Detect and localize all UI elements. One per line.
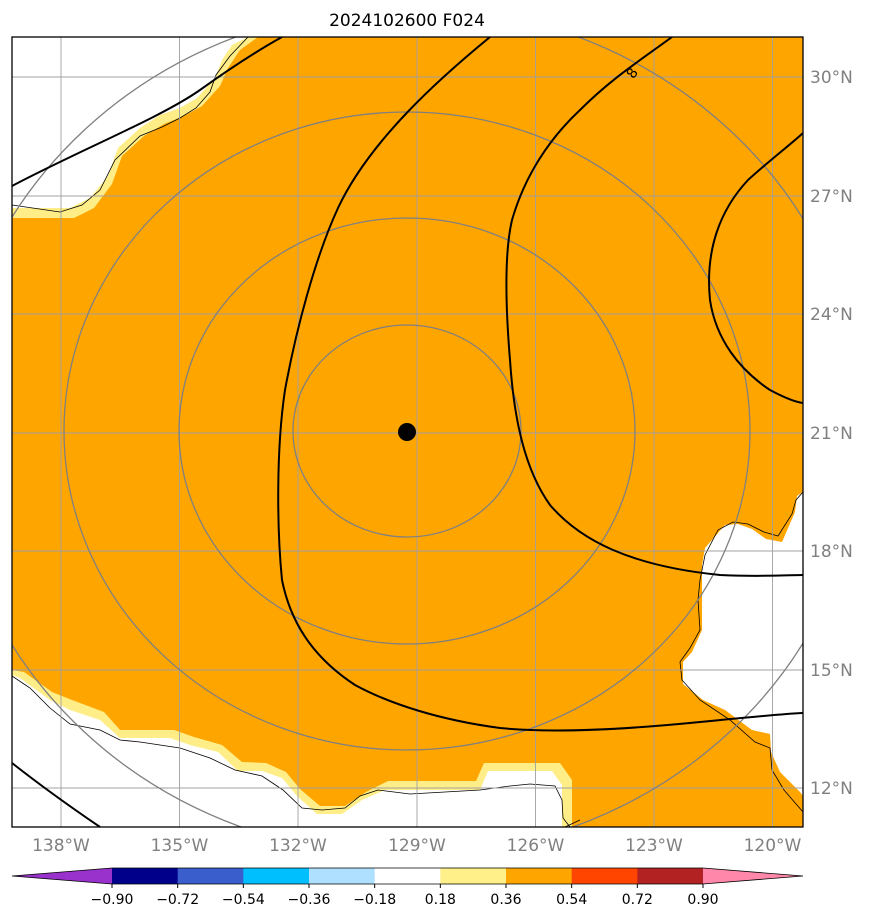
colorbar-tick-label: 0.36 xyxy=(490,892,521,908)
contour-main xyxy=(277,37,803,732)
colorbar-segment xyxy=(506,868,573,884)
colorbar-segment xyxy=(571,868,638,884)
lon-tick-label: 123°W xyxy=(625,836,683,856)
graticule xyxy=(12,37,803,827)
map-title: 2024102600 F024 xyxy=(329,11,485,31)
storm-center-marker xyxy=(398,423,416,441)
colorbar-tick-label: −0.36 xyxy=(288,892,331,908)
lat-tick-label: 27°N xyxy=(810,187,853,207)
contour-lines xyxy=(12,37,803,827)
lon-tick-label: 135°W xyxy=(151,836,209,856)
colorbar-tick-label: −0.72 xyxy=(156,892,199,908)
colorbar-segment xyxy=(177,868,244,884)
contour-east xyxy=(708,132,803,404)
coastline-east xyxy=(679,491,803,813)
range-ring-2 xyxy=(178,217,636,645)
lon-tick-label: 129°W xyxy=(388,836,446,856)
colorbar: −0.90 −0.72 −0.54 −0.36 −0.18 0.18 0.36 0.54 0.7… xyxy=(11,867,804,908)
range-rings xyxy=(12,37,803,827)
colorbar-tick-label: 0.18 xyxy=(425,892,456,908)
colorbar-tick-label: 0.54 xyxy=(556,892,587,908)
colorbar-segment xyxy=(440,868,507,884)
lon-tick-label: 138°W xyxy=(32,836,90,856)
colorbar-tick-label: −0.54 xyxy=(222,892,265,908)
lat-tick-label: 18°N xyxy=(810,542,853,562)
lat-tick-label: 30°N xyxy=(810,68,853,88)
lat-tick-label: 15°N xyxy=(810,661,853,681)
colorbar-segment xyxy=(374,868,441,884)
longitude-ticks: 138°W 135°W 132°W 129°W 126°W 123°W 120°… xyxy=(32,836,801,856)
contour-nw xyxy=(12,37,283,187)
lon-tick-label: 120°W xyxy=(744,836,802,856)
colorbar-tick-label: 0.72 xyxy=(622,892,653,908)
colorbar-segment xyxy=(309,868,376,884)
lat-tick-label: 21°N xyxy=(810,424,853,444)
coastline-southeast xyxy=(564,819,581,827)
colorbar-tick-label: −0.90 xyxy=(91,892,134,908)
colorbar-extend-high xyxy=(703,868,803,884)
contour-8 xyxy=(505,37,803,577)
plot-area: 8 xyxy=(12,37,803,827)
latitude-ticks: 12°N 15°N 18°N 21°N 24°N 27°N 30°N xyxy=(810,68,853,799)
coastline-southwest xyxy=(12,675,571,827)
contour-sw xyxy=(12,762,101,827)
range-ring-1 xyxy=(292,324,522,538)
colorbar-segment xyxy=(112,868,179,884)
lon-tick-label: 126°W xyxy=(507,836,565,856)
colorbar-tick-label: 0.90 xyxy=(687,892,718,908)
colorbar-segment xyxy=(243,868,310,884)
lon-tick-label: 132°W xyxy=(269,836,327,856)
colorbar-segment xyxy=(637,868,704,884)
coastline-north xyxy=(12,37,249,213)
lat-tick-label: 24°N xyxy=(810,305,853,325)
colorbar-extend-low xyxy=(12,868,112,884)
plot-frame xyxy=(11,36,804,828)
lat-tick-label: 12°N xyxy=(810,779,853,799)
colorbar-tick-label: −0.18 xyxy=(353,892,396,908)
